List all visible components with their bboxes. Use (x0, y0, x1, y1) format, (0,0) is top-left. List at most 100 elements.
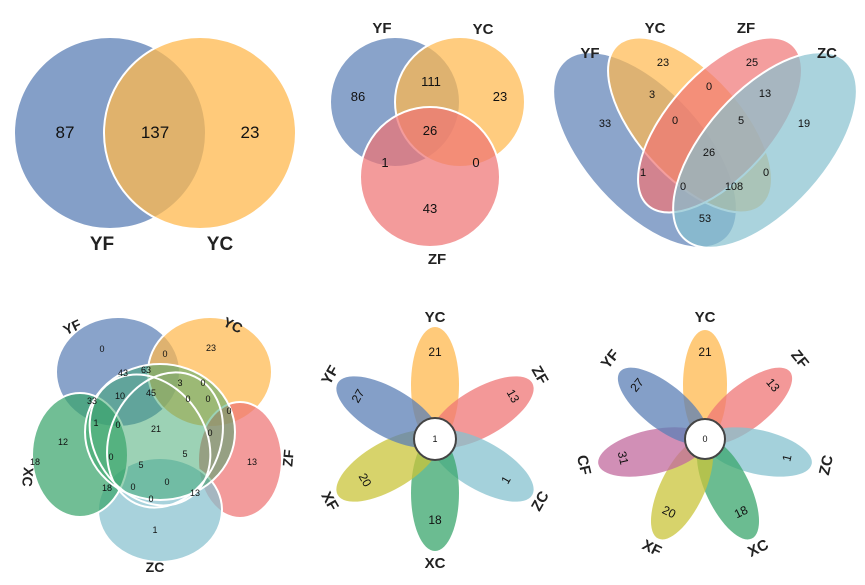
petal-value-yc: 21 (698, 345, 712, 359)
value-yf-yc: 111 (421, 74, 441, 89)
petal-zc (430, 430, 534, 502)
center-circle (684, 418, 726, 460)
petal-value-yf: 27 (349, 386, 368, 405)
petal-value-cf: 31 (615, 450, 632, 466)
label-zc: ZC (146, 559, 165, 575)
value-yc-zf-zc: 5 (738, 115, 744, 127)
value-zc-only: 19 (798, 118, 810, 130)
label-xc: XC (19, 467, 37, 488)
label-zc: ZC (817, 45, 837, 62)
value-r21: 5 (138, 460, 143, 470)
value-r27: 13 (190, 488, 200, 498)
value-r17: 21 (151, 424, 161, 434)
center-value: 1 (432, 434, 437, 444)
value-r22: 0 (108, 452, 113, 462)
value-yf-zf: 1 (640, 167, 646, 179)
label-yf: YF (372, 20, 391, 37)
venn-2-set: 87 137 23 YF YC (13, 36, 297, 255)
set-ellipse-inner (106, 371, 224, 509)
value-r19: 0 (115, 420, 120, 430)
value-yc-only: 23 (206, 343, 216, 353)
value-yf-only: 86 (351, 89, 365, 104)
label-zf: ZF (787, 347, 812, 372)
value-r14: 0 (205, 394, 210, 404)
set-circle-zf (359, 106, 501, 248)
value-yf-yc: 137 (141, 123, 169, 142)
label-yf: YF (598, 347, 623, 373)
center-circle (413, 417, 457, 461)
set-ellipse-zc (672, 51, 858, 249)
value-yf-only: 33 (599, 118, 611, 130)
label-yc: YC (425, 309, 446, 326)
value-yc-zf: 0 (706, 81, 712, 93)
value-yf-zf-zc: 0 (680, 181, 686, 193)
value-zf-only: 25 (746, 57, 758, 69)
label-cf: CF (573, 453, 594, 476)
value-yc-only: 23 (493, 89, 507, 104)
set-ellipse-center (84, 363, 236, 501)
value-r24: 18 (102, 483, 112, 493)
venn-5-set: 0 23 13 1 18 0 43 63 3 0 33 10 45 0 0 0 … (19, 314, 297, 575)
value-zf-only: 13 (247, 457, 257, 467)
value-yf-yc-zf-zc-b: 108 (725, 181, 743, 193)
value-yc-only: 23 (241, 123, 260, 142)
center-value: 0 (702, 434, 707, 444)
value-r9: 0 (200, 378, 205, 388)
label-zf: ZF (528, 363, 552, 387)
petal-value-xc: 18 (732, 503, 750, 522)
label-xc: XC (425, 555, 446, 572)
label-xf: XF (639, 537, 664, 561)
petal-zf (701, 367, 793, 445)
value-yf-yc-zf: 0 (672, 115, 678, 127)
petal-xf (650, 438, 714, 540)
value-r7: 63 (141, 365, 151, 375)
value-zf-zc: 13 (759, 88, 771, 100)
petal-zf (430, 376, 534, 448)
value-r6: 43 (118, 368, 128, 378)
label-yc: YC (221, 314, 245, 337)
label-yf: YF (580, 45, 599, 62)
value-all: 26 (703, 147, 715, 159)
value-xc-only: 18 (30, 457, 40, 467)
value-yf-yc: 3 (649, 89, 655, 101)
value-r15: 0 (226, 406, 231, 416)
value-r28: 0 (148, 494, 153, 504)
petal-value-zf: 13 (504, 387, 523, 406)
label-yc: YC (695, 309, 716, 326)
label-yf: YF (90, 234, 114, 255)
flower-6-set: 1 21 13 1 18 20 27 YC ZF ZC XC XF YF (317, 309, 552, 572)
petal-yf (617, 367, 709, 445)
set-ellipse-inner-2 (88, 373, 212, 507)
value-yf-only: 0 (99, 344, 104, 354)
value-all: 26 (423, 123, 437, 138)
petal-xf (336, 430, 440, 502)
petal-value-xf: 20 (660, 503, 678, 522)
label-yc: YC (207, 234, 234, 255)
value-r5: 0 (162, 349, 167, 359)
petal-value-xf: 20 (356, 471, 375, 490)
value-zc-only: 1 (152, 525, 157, 535)
value-r11: 10 (115, 391, 125, 401)
value-yf-zf: 1 (381, 155, 388, 170)
value-zf-only: 43 (423, 201, 437, 216)
value-r10: 33 (87, 396, 97, 406)
label-xc: XC (745, 536, 771, 560)
label-zf: ZF (428, 251, 446, 268)
label-yc: YC (645, 20, 666, 37)
value-yf-yc-zc: 0 (763, 167, 769, 179)
value-yf-zc: 53 (699, 213, 711, 225)
label-zf: ZF (737, 20, 755, 37)
venn-3-set: 86 111 23 26 1 0 43 YF YC ZF (329, 20, 526, 268)
venn-4-set: 33 23 25 19 3 0 13 0 5 26 0 1 0 108 53 Y… (552, 20, 858, 249)
label-yc: YC (473, 21, 494, 38)
label-yf: YF (61, 316, 84, 338)
petal-value-yc: 21 (428, 345, 442, 359)
set-circle-yc (103, 36, 297, 230)
value-yc-only: 23 (657, 57, 669, 69)
value-r26: 0 (164, 477, 169, 487)
petal-value-xc: 18 (428, 513, 442, 527)
flower-7-set: 0 21 13 1 18 20 31 27 YC ZF ZC XC XF CF … (573, 309, 837, 561)
value-r18: 1 (93, 418, 98, 428)
value-yf-only: 87 (56, 123, 75, 142)
